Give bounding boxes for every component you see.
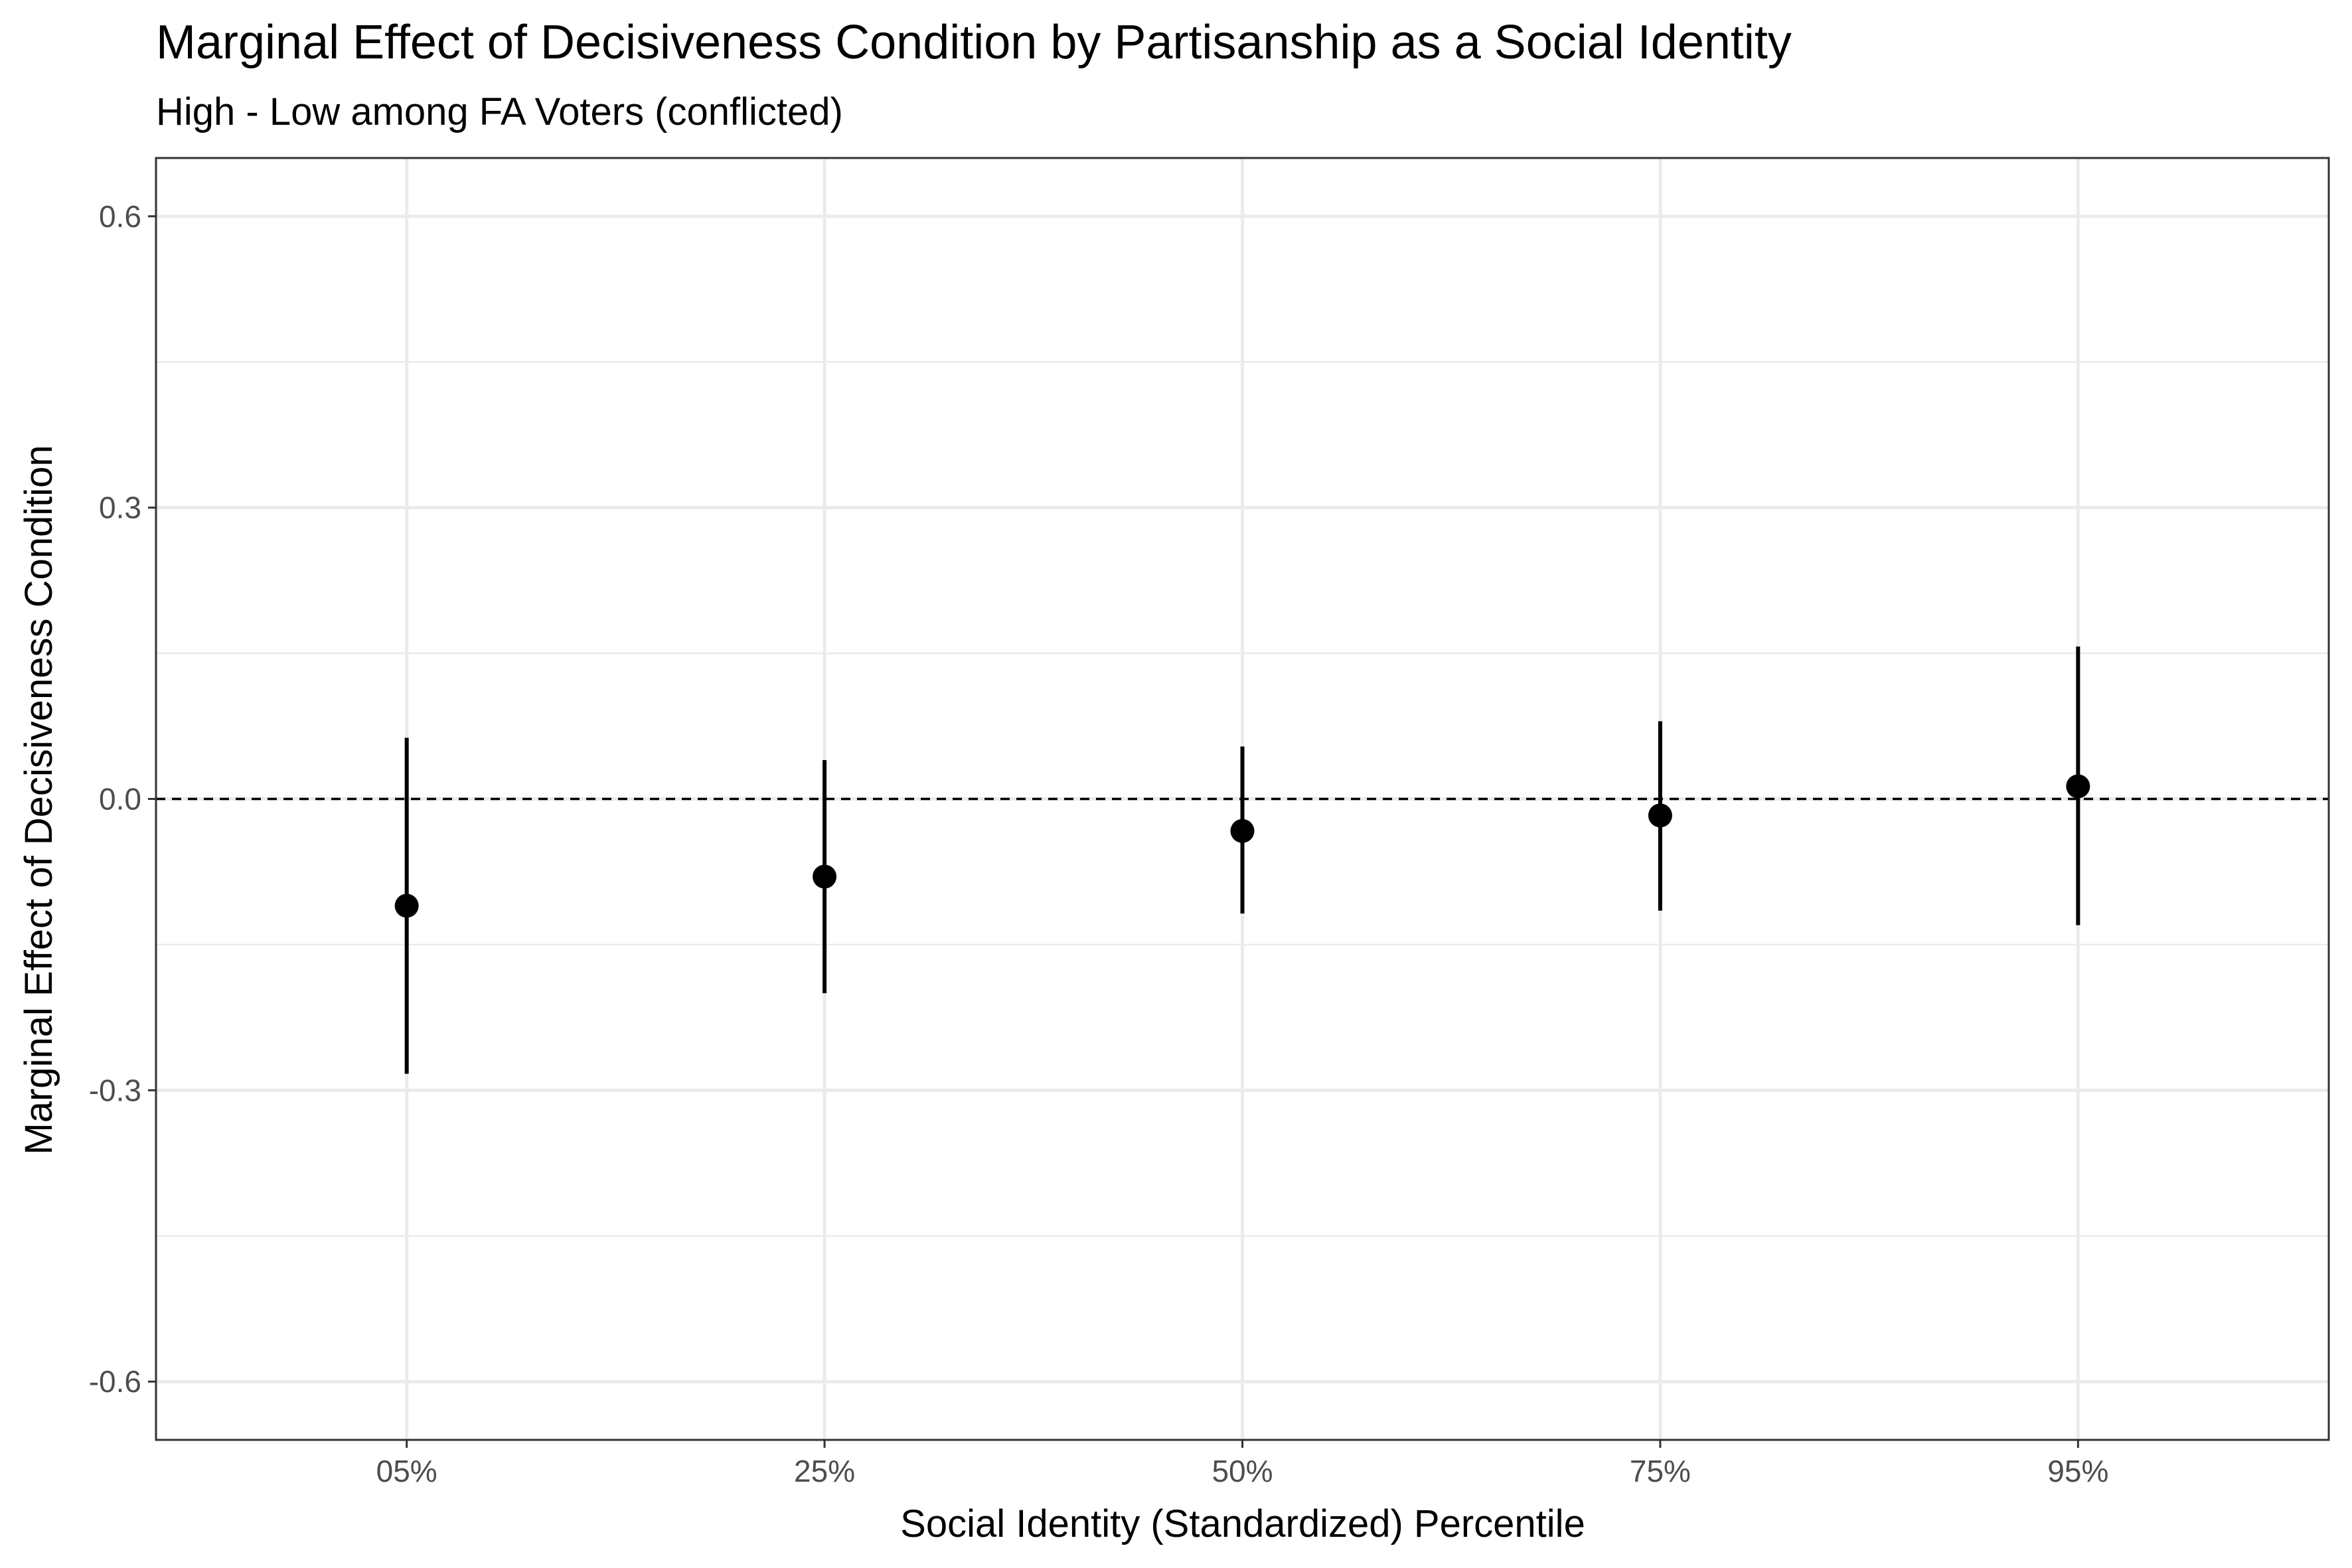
- x-tick-label: 50%: [1212, 1454, 1273, 1488]
- estimate-point: [2066, 774, 2090, 799]
- x-tick-label: 25%: [794, 1454, 855, 1488]
- x-tick-label: 75%: [1630, 1454, 1691, 1488]
- x-axis-title: Social Identity (Standardized) Percentil…: [900, 1502, 1585, 1545]
- y-tick-label: 0.0: [99, 782, 141, 817]
- estimate-point: [1648, 803, 1672, 828]
- y-axis-title: Marginal Effect of Decisiveness Conditio…: [17, 445, 60, 1154]
- estimate-point: [1230, 819, 1255, 843]
- y-tick-label: -0.6: [89, 1364, 141, 1399]
- x-tick-label: 95%: [2047, 1454, 2108, 1488]
- chart-title: Marginal Effect of Decisiveness Conditio…: [156, 16, 1792, 69]
- estimate-point: [394, 894, 419, 918]
- x-tick-label: 05%: [376, 1454, 437, 1488]
- y-tick-label: 0.3: [99, 491, 141, 525]
- chart-subtitle: High - Low among FA Voters (conflicted): [156, 90, 843, 133]
- y-tick-label: -0.3: [89, 1073, 141, 1107]
- plot-panel: -0.6 -0.3 0.0 0.3 0.6 05% 25% 50% 75% 95%: [89, 157, 2330, 1488]
- y-tick-label: 0.6: [99, 199, 141, 234]
- estimate-point: [813, 864, 837, 889]
